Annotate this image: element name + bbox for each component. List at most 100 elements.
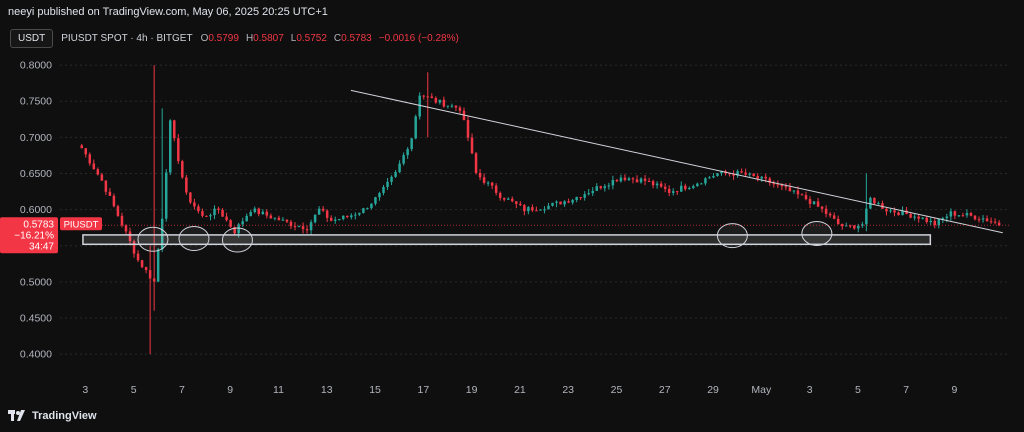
candle-body [796, 190, 800, 195]
candle-body [88, 154, 92, 164]
candle-body [583, 194, 586, 198]
candle-body [124, 225, 128, 232]
candle-body [595, 186, 599, 191]
candle-body [772, 182, 776, 185]
candle-body [603, 186, 607, 189]
candle-body [696, 183, 699, 187]
y-tick-label: 0.6000 [20, 204, 52, 216]
ohlc-readout: O0.5799 H0.5807 L0.5752 C0.5783 −0.0016 … [201, 33, 459, 44]
candle-body [269, 215, 273, 219]
candle-body [784, 186, 788, 188]
currency-button[interactable]: USDT [10, 28, 54, 48]
x-axis-labels: 3 5 7 9 11 13 15 17 19 21 23 25 27 29 May 3 5 7 9 [82, 384, 957, 396]
candle-body [382, 187, 385, 194]
candle-body [897, 212, 900, 216]
tradingview-footer[interactable]: TradingView [8, 410, 97, 422]
candle-body [849, 225, 852, 227]
candle-body [861, 224, 864, 226]
candle-body [736, 171, 739, 176]
candle-body [663, 186, 667, 189]
candle-body [607, 185, 611, 187]
x-tick-label: 21 [514, 384, 526, 396]
candle-body [937, 219, 941, 226]
candle-body [816, 201, 820, 207]
candle-body [547, 205, 550, 210]
candle-body [752, 173, 755, 177]
candle-body [482, 177, 486, 183]
candle-body [337, 219, 341, 221]
candle-body [136, 253, 140, 261]
candle-body [873, 197, 876, 204]
candle-body [169, 120, 172, 173]
candle-body [869, 197, 872, 209]
candle-body [197, 206, 200, 212]
candle-body [671, 191, 675, 193]
candle-body [253, 208, 256, 213]
candle-body [386, 181, 389, 188]
candle-body [374, 197, 377, 204]
x-tick-label: 13 [321, 384, 333, 396]
candle-body [720, 171, 723, 174]
candle-body [152, 278, 156, 282]
candle-body [354, 214, 357, 216]
candle-body [241, 221, 244, 225]
candle-body [201, 211, 204, 216]
x-tick-label: 25 [611, 384, 623, 396]
candle-body [209, 215, 212, 217]
candle-body [800, 194, 804, 196]
candle-body [80, 145, 83, 149]
candle-body [245, 215, 248, 222]
symbol-label[interactable]: PIUSDT SPOT · 4h · BITGET [61, 32, 193, 44]
candle-body [877, 203, 880, 205]
candle-body [120, 215, 124, 226]
brand-label: TradingView [32, 410, 97, 422]
support-zone [82, 234, 932, 246]
candle-body [921, 217, 924, 219]
candle-body [148, 270, 152, 279]
candle-body [599, 186, 603, 189]
highlight-circle [221, 227, 253, 253]
y-tick-label: 0.7000 [20, 132, 52, 144]
candle-body [684, 185, 687, 190]
ohlc-low: L0.5752 [290, 32, 327, 44]
candle-body [265, 211, 269, 216]
candle-body [297, 226, 301, 228]
candle-body [535, 210, 538, 212]
candle-body [108, 191, 112, 196]
candle-body [301, 226, 305, 230]
candle-body [893, 210, 896, 213]
candle-body [92, 163, 96, 170]
candle-body [104, 180, 108, 192]
candle-body [249, 212, 252, 216]
candle-body [820, 206, 824, 209]
grid-lines [60, 64, 1010, 355]
candle-body [945, 216, 949, 219]
annotations [60, 89, 1010, 253]
candle-body [527, 207, 530, 212]
badge-price: 0.5783 [23, 219, 54, 230]
x-tick-label: 3 [807, 384, 813, 396]
candle-body [832, 215, 836, 219]
candle-body [116, 206, 120, 216]
candle-body [844, 225, 848, 227]
candle-body [575, 197, 578, 201]
candle-body [519, 203, 522, 206]
candle-body [788, 187, 792, 192]
candle-body [619, 177, 623, 182]
x-tick-label: 19 [466, 384, 478, 396]
candle-body [889, 210, 892, 212]
candle-body [961, 215, 965, 217]
candle-body [764, 176, 768, 179]
candle-body [498, 192, 502, 198]
candle-body [257, 208, 261, 215]
candle-body [156, 249, 160, 282]
candle-body [454, 105, 458, 108]
candle-body [394, 172, 397, 177]
candle-body [555, 201, 558, 203]
candle-body [905, 210, 908, 215]
candle-body [571, 200, 574, 203]
candle-body [144, 267, 148, 271]
candle-body [321, 208, 325, 211]
candle-body [748, 173, 751, 175]
